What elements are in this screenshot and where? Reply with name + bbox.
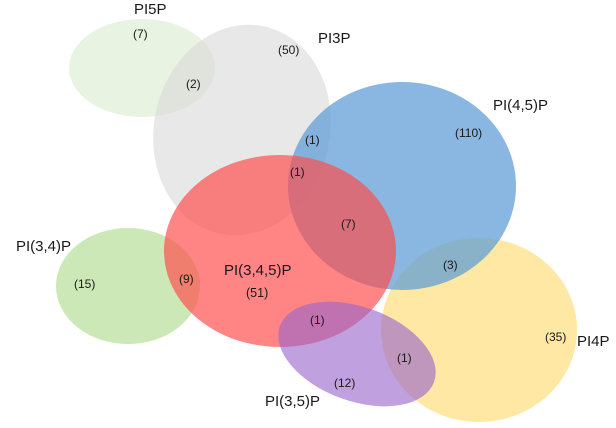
set-pi345p-ellipse xyxy=(164,155,396,347)
set-pi45p-count: (110) xyxy=(455,126,482,140)
set-pi3p-count: (50) xyxy=(278,43,299,57)
set-pi35p-count: (12) xyxy=(334,376,355,390)
intersection-pi45p-pi4p-count: (3) xyxy=(443,258,458,272)
intersection-pi5p-pi3p-count: (2) xyxy=(186,77,201,91)
set-pi3p-label: PI3P xyxy=(318,30,351,47)
set-pi5p-label: PI5P xyxy=(134,1,167,18)
set-pi34p-count: (15) xyxy=(74,277,95,291)
set-pi34p-ellipse xyxy=(56,228,200,344)
intersection-pi34p-pi345p-count: (9) xyxy=(179,272,194,286)
intersection-pi345p-pi35p-count: (1) xyxy=(310,313,325,327)
set-pi35p-label: PI(3,5)P xyxy=(265,393,320,410)
set-pi345p-label: PI(3,4,5)P xyxy=(224,262,292,279)
set-pi35p-ellipse xyxy=(278,301,436,407)
set-pi345p-count: (51) xyxy=(246,286,268,300)
set-pi45p-label: PI(4,5)P xyxy=(493,97,548,114)
intersection-pi3p-pi45p-count: (1) xyxy=(305,133,320,147)
set-pi34p-label: PI(3,4)P xyxy=(16,238,71,255)
set-pi4p-label: PI4P xyxy=(577,333,610,350)
intersection-pi35p-pi4p-count: (1) xyxy=(397,351,412,365)
intersection-pi3p-pi45p-pi345p-count: (1) xyxy=(290,165,305,179)
intersection-pi45p-pi345p-count: (7) xyxy=(341,217,356,231)
set-pi4p-count: (35) xyxy=(545,330,566,344)
set-pi5p-count: (7) xyxy=(133,27,148,41)
